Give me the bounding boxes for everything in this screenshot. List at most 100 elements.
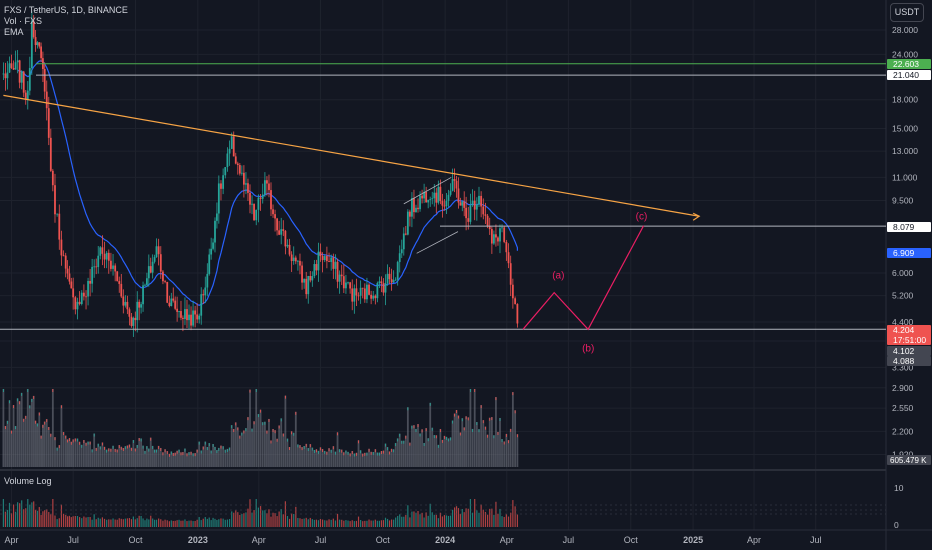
candle-body bbox=[142, 285, 144, 305]
volume-tag-box bbox=[887, 455, 931, 465]
abc-projection[interactable]: (a) (b) (c) bbox=[522, 212, 647, 355]
volume-bar-cap bbox=[505, 433, 507, 437]
candle-body bbox=[376, 283, 379, 299]
candle-body bbox=[499, 228, 501, 242]
volume-log-bar bbox=[66, 516, 69, 527]
volume-bar-cap bbox=[188, 452, 190, 456]
volume-bar bbox=[413, 425, 415, 467]
symbol-title[interactable]: FXS / TetherUS, 1D, BINANCE bbox=[4, 5, 128, 15]
volume-log-bar bbox=[112, 518, 114, 527]
volume-log-bar bbox=[449, 515, 452, 527]
candle-body bbox=[245, 183, 247, 185]
currency-unit-button[interactable]: USDT bbox=[890, 3, 924, 22]
volume-bar-cap bbox=[376, 452, 378, 456]
volume-bar bbox=[321, 448, 324, 467]
candle-body bbox=[268, 183, 270, 191]
volume-log-bar bbox=[417, 511, 419, 527]
time-tick-label: Oct bbox=[128, 535, 143, 545]
candle-body bbox=[457, 188, 460, 203]
volume-bar-cap bbox=[278, 425, 280, 429]
volume-log-bar bbox=[503, 516, 505, 527]
candle-body bbox=[238, 165, 241, 174]
volume-bar-cap bbox=[229, 447, 230, 451]
candle-body bbox=[157, 246, 160, 255]
candle-body bbox=[272, 209, 274, 215]
volume-bar-cap bbox=[387, 447, 388, 451]
candle-body bbox=[437, 186, 440, 203]
volume-bar bbox=[208, 443, 211, 467]
candle-body bbox=[224, 167, 227, 176]
volume-log-bar bbox=[459, 513, 461, 527]
volume-log-bar bbox=[60, 504, 63, 527]
volume-bar-cap bbox=[72, 439, 74, 443]
volume-log-bar bbox=[322, 519, 324, 527]
volume-bar-cap bbox=[403, 440, 405, 444]
candle-body bbox=[222, 175, 225, 189]
candle-body bbox=[217, 183, 220, 214]
candle-body bbox=[305, 278, 308, 295]
volume-log-bar bbox=[17, 502, 19, 527]
volume-bar bbox=[146, 446, 148, 467]
volume-log-bar bbox=[274, 513, 276, 527]
price-tag-label: 6.909 bbox=[893, 248, 915, 258]
volume-bar bbox=[355, 452, 358, 467]
volume-bar-cap bbox=[166, 451, 168, 455]
volume-bar bbox=[153, 449, 156, 467]
volume-bar bbox=[471, 428, 474, 467]
volume-bar bbox=[142, 445, 144, 467]
volume-legend[interactable]: Vol · FXS bbox=[4, 16, 43, 26]
volume-log-pane-title[interactable]: Volume Log bbox=[4, 476, 52, 486]
candle-body bbox=[355, 288, 358, 296]
volume-log-bar bbox=[54, 515, 56, 527]
volume-bar bbox=[164, 449, 166, 467]
volume-log-bar bbox=[368, 519, 370, 527]
time-axis[interactable]: Apr Jul Oct 2023 Apr Jul Oct 2024 Apr Jul Oct 2025 A… bbox=[5, 535, 822, 545]
volume-log-bar bbox=[293, 514, 295, 527]
volume-log-bar bbox=[122, 519, 124, 527]
volume-log-bar bbox=[484, 511, 487, 527]
volume-bar bbox=[497, 431, 499, 467]
candle-body bbox=[166, 281, 169, 303]
price-tag-box bbox=[887, 346, 931, 356]
volume-bar-cap bbox=[77, 438, 78, 442]
volume-bar-cap bbox=[37, 423, 38, 427]
trendline[interactable] bbox=[3, 94, 701, 254]
volume-bar bbox=[345, 450, 347, 467]
ema-line bbox=[17, 60, 519, 306]
candle-body bbox=[266, 180, 268, 184]
time-tick-label: 2024 bbox=[435, 535, 455, 545]
volume-bar-cap bbox=[419, 433, 421, 437]
volume-bar bbox=[394, 443, 397, 467]
volume-bar-cap bbox=[370, 451, 372, 455]
volume-bar-cap bbox=[154, 449, 155, 453]
volume-log-bar bbox=[130, 519, 133, 527]
volume-bar-cap bbox=[439, 429, 441, 433]
volume-bar bbox=[99, 446, 102, 467]
volume-bar-cap bbox=[353, 453, 355, 457]
candle-body bbox=[144, 284, 146, 286]
volume-bar-cap bbox=[452, 420, 453, 424]
horizontal-levels[interactable] bbox=[0, 63, 886, 330]
volume-bar bbox=[198, 441, 201, 467]
volume-log-bar bbox=[196, 519, 198, 527]
volume-log-bar bbox=[164, 519, 166, 527]
volume-bar-cap bbox=[9, 400, 10, 404]
volume-bar bbox=[463, 427, 466, 467]
volume-bar-cap bbox=[289, 447, 290, 451]
volume-log-bar bbox=[395, 517, 397, 527]
ema-legend[interactable]: EMA bbox=[4, 27, 24, 37]
candle-body bbox=[467, 218, 470, 222]
volume-bar bbox=[402, 440, 405, 467]
volume-log-bar bbox=[33, 501, 35, 527]
volume-log-bar bbox=[235, 510, 237, 527]
candle-body bbox=[178, 311, 180, 312]
candle-body bbox=[398, 253, 401, 263]
candle-body bbox=[240, 172, 243, 174]
volume-log-bar bbox=[194, 520, 196, 527]
volume-bar-cap bbox=[425, 428, 427, 432]
candle-body bbox=[6, 72, 9, 79]
volume-bar bbox=[264, 421, 266, 467]
volume-bar-cap bbox=[65, 435, 67, 439]
volume-bar-cap bbox=[178, 449, 180, 453]
